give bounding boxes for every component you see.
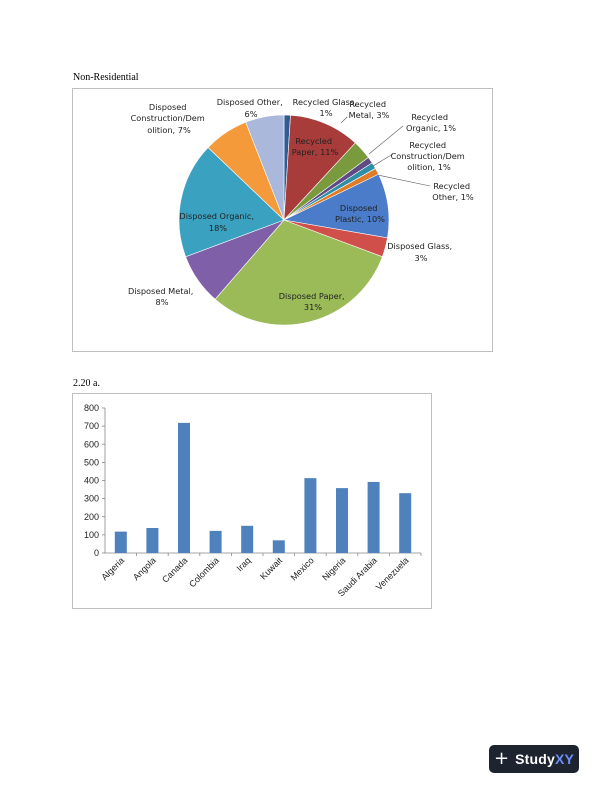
y-tick-label-1: 100 [84, 530, 99, 540]
x-tick-label-mexico: Mexico [289, 555, 316, 582]
y-tick-label-7: 700 [84, 421, 99, 431]
pie-label-recycled-paper: Recycled Paper, 11% [292, 136, 339, 157]
pie-leader-line-2 [368, 125, 404, 155]
pie-slice-10 [178, 147, 285, 258]
pie-label-recycled-metal: Recycled Metal, 3% [349, 99, 390, 120]
y-tick-label-2: 200 [84, 512, 99, 522]
bar-iraq [241, 525, 254, 553]
pie-label-recycled-other: Recycled Other, 1% [432, 181, 474, 202]
bar-venezuela [399, 493, 412, 553]
x-tick-label-algeria: Algeria [99, 555, 126, 582]
pie-label-recycled-glass: Recycled Glass, 1% [293, 97, 360, 118]
pie-label-recycled-construction: Recycled Construction/Dem olition, 1% [391, 140, 468, 172]
bar-algeria [114, 531, 127, 553]
x-tick-label-iraq: Iraq [235, 555, 253, 573]
bar-canada [178, 422, 190, 553]
x-tick-label-venezuela: Venezuela [374, 555, 411, 592]
x-tick-label-kuwait: Kuwait [258, 555, 285, 582]
y-tick-label-4: 400 [84, 476, 99, 486]
bar-saudi-arabia [367, 481, 380, 553]
pie-leader-line-4 [377, 174, 431, 187]
y-tick-label-0: 0 [94, 548, 99, 558]
studyxy-logo: + StudyXY [489, 745, 579, 773]
x-tick-label-canada: Canada [160, 555, 189, 584]
pie-slice-12 [245, 114, 285, 221]
y-tick-label-8: 800 [84, 403, 99, 413]
pie-slice-8 [214, 219, 383, 326]
pie-chart-frame: Recycled Glass, 1% Recycled Metal, 3% Re… [72, 88, 493, 352]
pie-label-disposed-other: Disposed Other, 6% [217, 97, 286, 119]
pie-chart-caption: Non-Residential [73, 72, 139, 83]
pie-label-disposed-plastic: Disposed Plastic, 10% [335, 203, 385, 224]
pie-label-disposed-glass: Disposed Glass, 3% [387, 241, 455, 263]
pie-leader-line-1 [340, 116, 348, 124]
y-tick-label-3: 300 [84, 494, 99, 504]
pie-leader-line-3 [372, 153, 394, 167]
bar-chart-caption: 2.20 a. [73, 378, 100, 389]
pie-label-disposed-organic: Disposed Organic, 18% [179, 211, 256, 233]
pie-chart: Recycled Glass, 1% Recycled Metal, 3% Re… [128, 97, 474, 326]
pie-slice-1 [283, 114, 356, 221]
pie-leader-line-0 [284, 115, 288, 120]
x-tick-label-nigeria: Nigeria [320, 555, 347, 582]
plus-icon: + [493, 748, 510, 769]
y-tick-label-5: 500 [84, 457, 99, 467]
pie-label-recycled-organic: Recycled Organic, 1% [406, 112, 456, 133]
pie-label-disposed-metal: Disposed Metal, 8% [128, 286, 196, 307]
bar-nigeria [336, 488, 348, 553]
y-tick-label-6: 600 [84, 439, 99, 449]
pie-label-disposed-paper: Disposed Paper, 31% [279, 291, 348, 312]
x-tick-label-colombia: Colombia [187, 555, 221, 589]
bar-colombia [209, 530, 222, 553]
bar-chart-frame: 0 100 200 300 400 500 600 700 800 Algeria Angola C… [72, 393, 432, 609]
bar-angola [146, 527, 159, 553]
bar-mexico [304, 478, 317, 553]
x-tick-label-angola: Angola [131, 555, 158, 582]
bar-kuwait [272, 540, 285, 553]
pie-label-disposed-construction: Disposed Construction/Dem olition, 7% [131, 102, 208, 135]
brand-name: StudyXY [515, 751, 575, 767]
